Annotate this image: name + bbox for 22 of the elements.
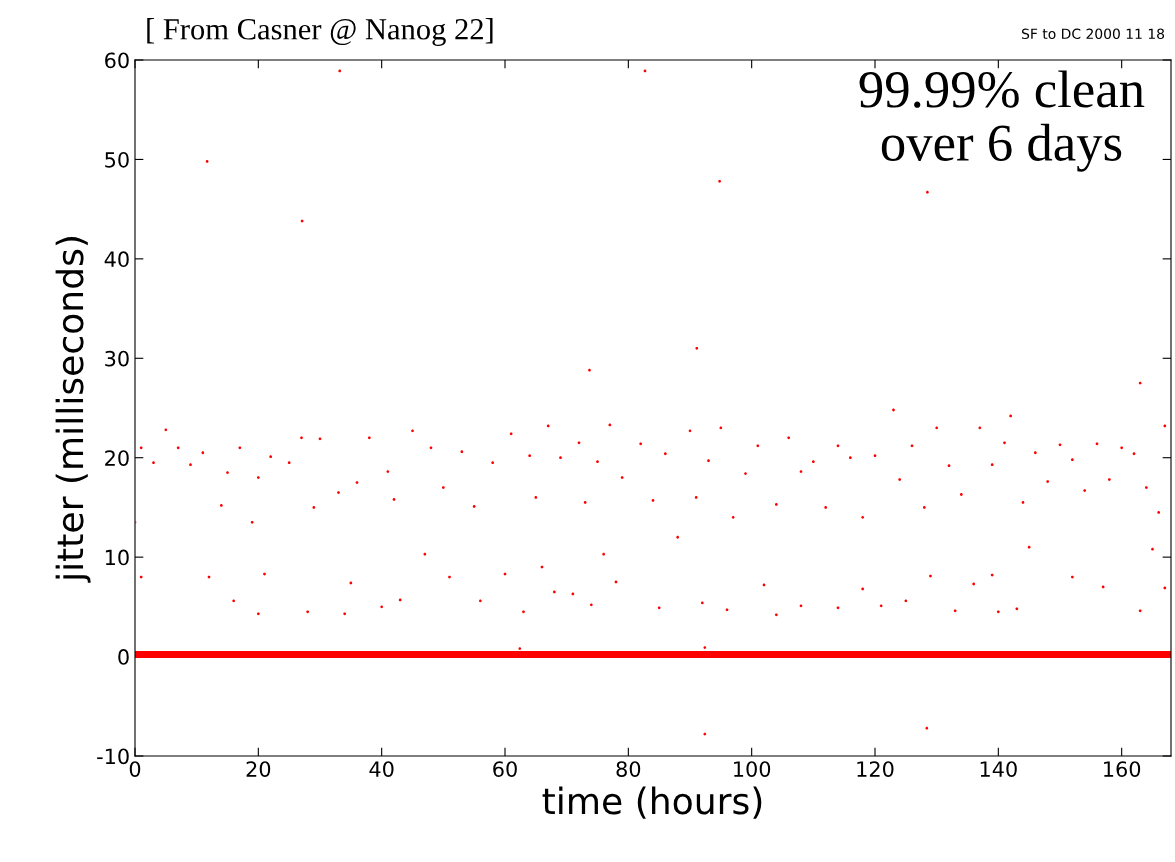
x-tick-label: 160 [1104, 761, 1141, 777]
y-tick-label: -10 [97, 748, 129, 765]
y-axis-title: jitter (milliseconds) [55, 237, 91, 583]
x-axis-title: time (hours) [542, 786, 762, 819]
x-tick-label: 60 [493, 761, 517, 777]
y-tick-label: 0 [118, 649, 129, 665]
y-tick-label: 30 [105, 350, 129, 367]
y-tick-label: 60 [105, 52, 129, 69]
x-tick-label: 80 [616, 761, 641, 777]
x-tick-label: 0 [129, 761, 141, 777]
x-tick-label: 100 [734, 761, 771, 777]
x-tick-label: 140 [980, 761, 1017, 777]
text: SF to DC 2000 11 18 [1022, 28, 1165, 40]
chart-title: [ From Casner @ Nanog 22] [147, 18, 493, 46]
y-tick-label: 10 [105, 549, 129, 566]
y-tick-label: 40 [104, 251, 129, 268]
y-tick-label: 50 [105, 151, 129, 168]
annotation: 99.99% clean over 6 days [859, 70, 1145, 172]
x-tick-label: 20 [246, 761, 271, 777]
x-tick-label: 40 [369, 761, 394, 777]
x-tick-label: 120 [857, 761, 894, 777]
y-tick-label: 20 [105, 450, 129, 466]
